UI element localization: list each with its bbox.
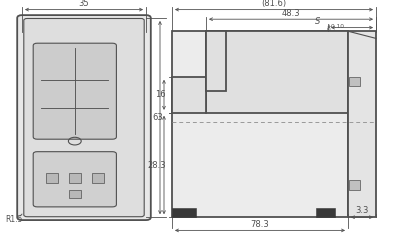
Bar — [206, 31, 348, 113]
Text: +0.10: +0.10 — [326, 24, 344, 30]
FancyBboxPatch shape — [33, 43, 116, 139]
Bar — [69, 190, 81, 198]
Text: 16: 16 — [155, 90, 166, 99]
Text: 0: 0 — [326, 27, 330, 32]
Bar — [206, 31, 226, 91]
FancyBboxPatch shape — [17, 15, 151, 220]
Text: 63: 63 — [152, 113, 163, 122]
Bar — [349, 77, 360, 86]
FancyBboxPatch shape — [24, 18, 144, 217]
Bar — [349, 180, 360, 190]
Text: 35: 35 — [79, 0, 89, 8]
Text: 48.3: 48.3 — [282, 9, 300, 18]
Text: S: S — [316, 18, 321, 26]
Text: 3.3: 3.3 — [355, 206, 369, 215]
Bar — [92, 173, 104, 183]
Text: 28.3: 28.3 — [147, 161, 166, 169]
Bar — [46, 173, 58, 183]
Text: (81.6): (81.6) — [262, 0, 286, 8]
Bar — [172, 208, 196, 217]
Bar — [172, 31, 348, 217]
Bar — [69, 173, 81, 183]
Text: R1.5: R1.5 — [6, 215, 23, 224]
Bar — [316, 208, 335, 217]
FancyBboxPatch shape — [33, 152, 116, 207]
Text: 78.3: 78.3 — [251, 220, 269, 229]
Bar — [348, 31, 376, 217]
Bar — [172, 77, 206, 113]
